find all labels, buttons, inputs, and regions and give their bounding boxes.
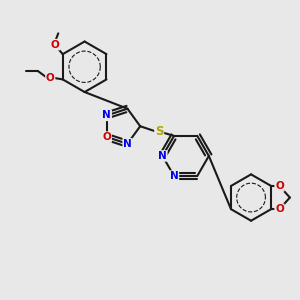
Text: N: N — [123, 139, 132, 149]
Text: O: O — [51, 40, 60, 50]
Text: N: N — [103, 110, 111, 120]
Text: O: O — [103, 132, 111, 142]
Text: N: N — [170, 171, 178, 181]
Text: O: O — [275, 204, 284, 214]
Text: O: O — [46, 73, 55, 83]
Text: N: N — [158, 151, 167, 161]
Text: S: S — [155, 125, 164, 138]
Text: O: O — [275, 181, 284, 191]
